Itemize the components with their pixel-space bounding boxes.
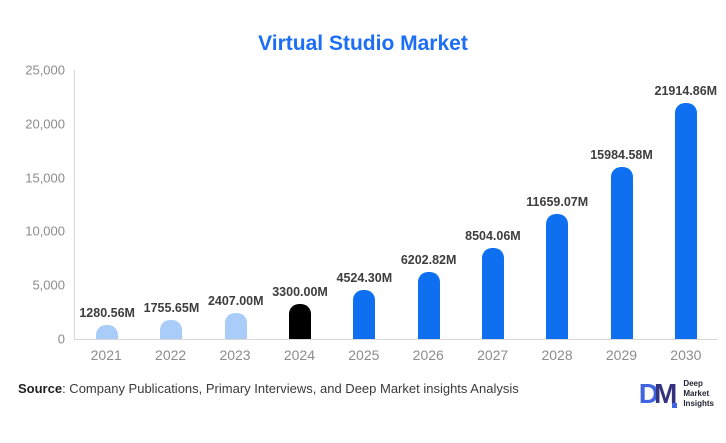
- logo-word: Insights: [683, 399, 714, 408]
- x-tick-label: 2022: [155, 347, 187, 363]
- brand-logo: DM Deep Market Insights: [639, 379, 714, 409]
- y-tick-label: 15,000: [25, 170, 65, 186]
- bar-value-label: 1755.65M: [143, 301, 200, 316]
- bar-2027: [481, 247, 504, 339]
- bar-value-label: 1280.56M: [79, 306, 135, 321]
- bar-2021: [96, 325, 119, 339]
- y-tick-label: 25,000: [25, 62, 65, 78]
- bar-value-label: 6202.82M: [400, 253, 457, 268]
- bar-slot-2025: 4524.30M: [332, 70, 396, 339]
- bar-value-label: 4524.30M: [336, 271, 393, 286]
- y-tick-label: 10,000: [25, 223, 65, 239]
- dm-logo-icon: DM: [639, 380, 679, 408]
- y-tick-label: 5,000: [32, 277, 65, 293]
- x-tick-label: 2027: [477, 347, 509, 363]
- bar-2030: [674, 103, 697, 339]
- source-note: Source: Company Publications, Primary In…: [18, 381, 519, 396]
- bar-2029: [610, 167, 633, 339]
- bar-slot-2024: 3300.00M: [268, 70, 332, 339]
- logo-word: Deep: [683, 379, 703, 388]
- chart-title: Virtual Studio Market: [258, 32, 468, 55]
- bar-value-label: 2407.00M: [207, 294, 264, 309]
- x-tick-label: 2023: [219, 347, 251, 363]
- logo-dot-icon: [672, 403, 678, 408]
- x-tick-label: 2025: [348, 347, 380, 363]
- footer: Source: Company Publications, Primary In…: [0, 363, 726, 409]
- bar-value-label: 3300.00M: [272, 284, 328, 299]
- bar-slot-2028: 11659.07M: [525, 70, 589, 339]
- source-label: Source: [18, 381, 63, 396]
- x-tick-label: 2021: [90, 347, 122, 363]
- bar-slot-2023: 2407.00M: [204, 70, 268, 339]
- bar-2024: [289, 303, 312, 339]
- bar-slot-2022: 1755.65M: [139, 70, 203, 339]
- x-tick-label: 2024: [283, 347, 315, 363]
- bar-chart: 0 5,000 10,000 15,000 20,000 25,000 1280.56M 1…: [0, 63, 726, 363]
- bar-slot-2030: 21914.86M: [654, 70, 718, 339]
- y-tick-label: 0: [57, 331, 65, 347]
- bar-value-label: 8504.06M: [465, 228, 521, 243]
- bar-slot-2027: 8504.06M: [461, 70, 525, 339]
- x-tick-label: 2026: [412, 347, 444, 363]
- bar-2026: [417, 272, 440, 339]
- x-tick-label: 2028: [541, 347, 573, 363]
- bar-2023: [224, 313, 247, 339]
- x-axis: 2021 2022 2023 2024 2025 2026 2027 2028 2029 2030: [74, 347, 718, 363]
- bar-slot-2029: 15984.58M: [589, 70, 653, 339]
- y-axis: 0 5,000 10,000 15,000 20,000 25,000: [22, 63, 74, 347]
- bar-2028: [546, 213, 569, 339]
- y-tick-label: 20,000: [25, 116, 65, 132]
- bar-2022: [160, 320, 183, 339]
- bar-value-label: 11659.07M: [526, 194, 589, 209]
- x-tick-label: 2030: [670, 347, 702, 363]
- bar-2025: [353, 290, 376, 339]
- plot-area: 1280.56M 1755.65M 2407.00M 3300.00M 4524.30M…: [74, 70, 718, 340]
- bar-value-label: 15984.58M: [590, 148, 653, 163]
- source-text: : Company Publications, Primary Intervie…: [62, 381, 519, 396]
- logo-word: Market: [683, 389, 710, 398]
- x-tick-label: 2029: [605, 347, 638, 363]
- bar-value-label: 21914.86M: [654, 84, 718, 99]
- bar-slot-2026: 6202.82M: [396, 70, 460, 339]
- bar-slot-2021: 1280.56M: [75, 70, 139, 339]
- logo-wordmark: Deep Market Insights: [683, 379, 714, 409]
- plot-wrapper: 1280.56M 1755.65M 2407.00M 3300.00M 4524.30M…: [74, 70, 718, 363]
